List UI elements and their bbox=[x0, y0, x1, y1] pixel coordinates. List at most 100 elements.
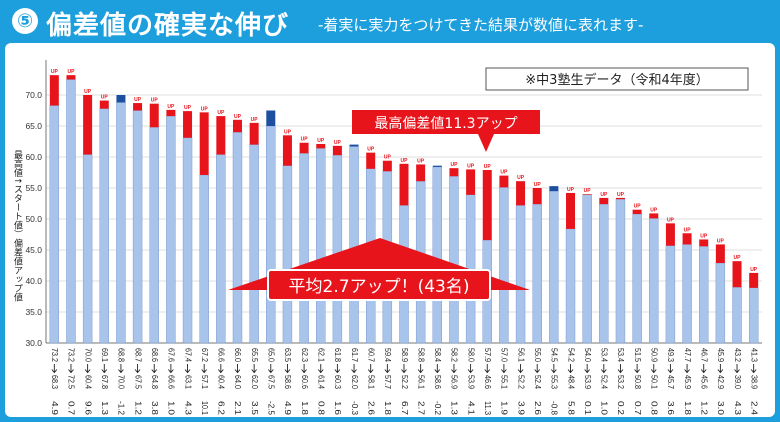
arrow-icon bbox=[401, 364, 407, 374]
start-value-label: 72.5 bbox=[67, 375, 77, 389]
up-label: UP bbox=[167, 104, 175, 110]
header: ⑤ 偏差値の確実な伸び -着実に実力をつけてきた結果が数値に表れます- bbox=[0, 0, 780, 44]
arrow-icon bbox=[301, 364, 307, 374]
up-label: UP bbox=[317, 138, 325, 144]
diff-label: 2.6 bbox=[366, 401, 376, 415]
bar-base bbox=[132, 110, 143, 344]
diff-label: 11.3 bbox=[483, 401, 493, 415]
data-note-box bbox=[485, 67, 749, 91]
y-tick-label: 50.0 bbox=[25, 214, 42, 224]
up-label: UP bbox=[201, 106, 209, 112]
bar-base bbox=[332, 154, 343, 344]
top-value-label: 67.4 bbox=[183, 348, 193, 362]
bar-gain bbox=[99, 100, 109, 109]
diff-label: 3.6 bbox=[666, 401, 676, 415]
callout-max-box bbox=[352, 110, 540, 134]
top-value-label: 68.6 bbox=[150, 348, 160, 362]
bar-loss bbox=[432, 165, 442, 167]
arrow-icon bbox=[101, 364, 108, 374]
up-label: UP bbox=[184, 105, 192, 111]
bar-gain bbox=[749, 272, 759, 288]
start-value-label: 63.1 bbox=[183, 375, 193, 389]
y-axis-label: 最高値↑スタート値）偏差値アップ値 bbox=[12, 150, 23, 303]
start-value-label: 57.1 bbox=[200, 375, 210, 389]
callout-avg: 平均2.7アップ！(43名) bbox=[289, 277, 470, 297]
arrow-icon bbox=[317, 364, 324, 374]
up-label: UP bbox=[684, 227, 692, 233]
top-value-label: 67.6 bbox=[167, 348, 177, 362]
up-label: UP bbox=[284, 129, 292, 135]
arrow-icon bbox=[267, 364, 274, 374]
top-value-label: 54.2 bbox=[566, 348, 576, 362]
start-value-label: 46.6 bbox=[483, 375, 493, 389]
bar-gain bbox=[582, 194, 592, 195]
bar-base bbox=[449, 176, 459, 344]
arrow-icon bbox=[700, 364, 707, 374]
diff-label: 1.2 bbox=[133, 401, 143, 415]
top-value-label: 50.9 bbox=[650, 348, 660, 362]
start-value-label: 67.5 bbox=[267, 375, 277, 389]
diff-label: 1.6 bbox=[333, 401, 343, 415]
diff-label: 0.7 bbox=[67, 401, 77, 415]
bar-gain bbox=[566, 192, 576, 229]
arrow-icon bbox=[51, 364, 58, 374]
bar-base bbox=[665, 245, 676, 344]
top-value-label: 54.5 bbox=[550, 348, 560, 362]
arrow-icon bbox=[717, 364, 724, 374]
top-value-label: 60.7 bbox=[366, 348, 376, 362]
bar-gain bbox=[532, 188, 542, 205]
bar-gain bbox=[482, 170, 492, 241]
page-subtitle: -着実に実力をつけてきた結果が数値に表れます- bbox=[318, 16, 644, 34]
start-value-label: 50.1 bbox=[650, 375, 660, 389]
up-label: UP bbox=[734, 255, 742, 261]
arrow-icon bbox=[417, 364, 424, 374]
arrow-icon bbox=[650, 364, 657, 374]
bar-base bbox=[66, 79, 76, 344]
start-value-label: 68.3 bbox=[50, 375, 60, 389]
diff-label: -0.2 bbox=[433, 401, 443, 415]
bar-gain bbox=[632, 209, 642, 215]
start-value-label: 57.7 bbox=[383, 375, 393, 389]
up-label: UP bbox=[251, 117, 259, 123]
diff-label: 0.1 bbox=[583, 401, 593, 415]
bar-base bbox=[266, 125, 276, 344]
start-value-label: 62.0 bbox=[350, 375, 360, 389]
bar-gain bbox=[49, 75, 59, 106]
bar-gain bbox=[199, 112, 209, 175]
arrow-icon bbox=[467, 364, 474, 374]
bar-base bbox=[149, 127, 159, 344]
bar-base bbox=[499, 187, 509, 344]
up-label: UP bbox=[600, 192, 608, 198]
top-value-label: 57.0 bbox=[500, 348, 510, 362]
bar-gain bbox=[499, 175, 509, 188]
diff-label: 5.8 bbox=[566, 401, 576, 415]
arrow-icon bbox=[750, 364, 757, 374]
diff-label: 4.3 bbox=[733, 401, 743, 415]
bar-gain bbox=[665, 223, 675, 246]
bar-gain bbox=[232, 119, 242, 133]
diff-label: 9.6 bbox=[83, 401, 93, 415]
bar-gain bbox=[466, 169, 476, 195]
bar-base bbox=[249, 144, 259, 344]
arrow-icon bbox=[634, 364, 640, 374]
start-value-label: 60.4 bbox=[217, 375, 227, 389]
bar-gain bbox=[166, 109, 176, 117]
arrow-icon bbox=[451, 364, 457, 374]
bar-base bbox=[699, 246, 709, 344]
up-label: UP bbox=[301, 137, 309, 143]
start-value-label: 56.9 bbox=[450, 375, 460, 389]
start-value-label: 39.0 bbox=[733, 375, 743, 389]
start-value-label: 38.9 bbox=[749, 375, 759, 389]
start-value-label: 70.0 bbox=[117, 375, 127, 389]
start-value-label: 52.2 bbox=[516, 375, 526, 389]
top-value-label: 67.2 bbox=[200, 348, 210, 362]
up-label: UP bbox=[634, 204, 642, 210]
top-value-label: 62.3 bbox=[300, 348, 310, 362]
top-value-label: 66.0 bbox=[233, 348, 243, 362]
bar-loss bbox=[266, 110, 276, 126]
arrow-icon bbox=[734, 364, 740, 374]
start-value-label: 64.8 bbox=[150, 375, 160, 389]
diff-label: 2.6 bbox=[533, 401, 543, 415]
bar-base bbox=[316, 148, 326, 344]
